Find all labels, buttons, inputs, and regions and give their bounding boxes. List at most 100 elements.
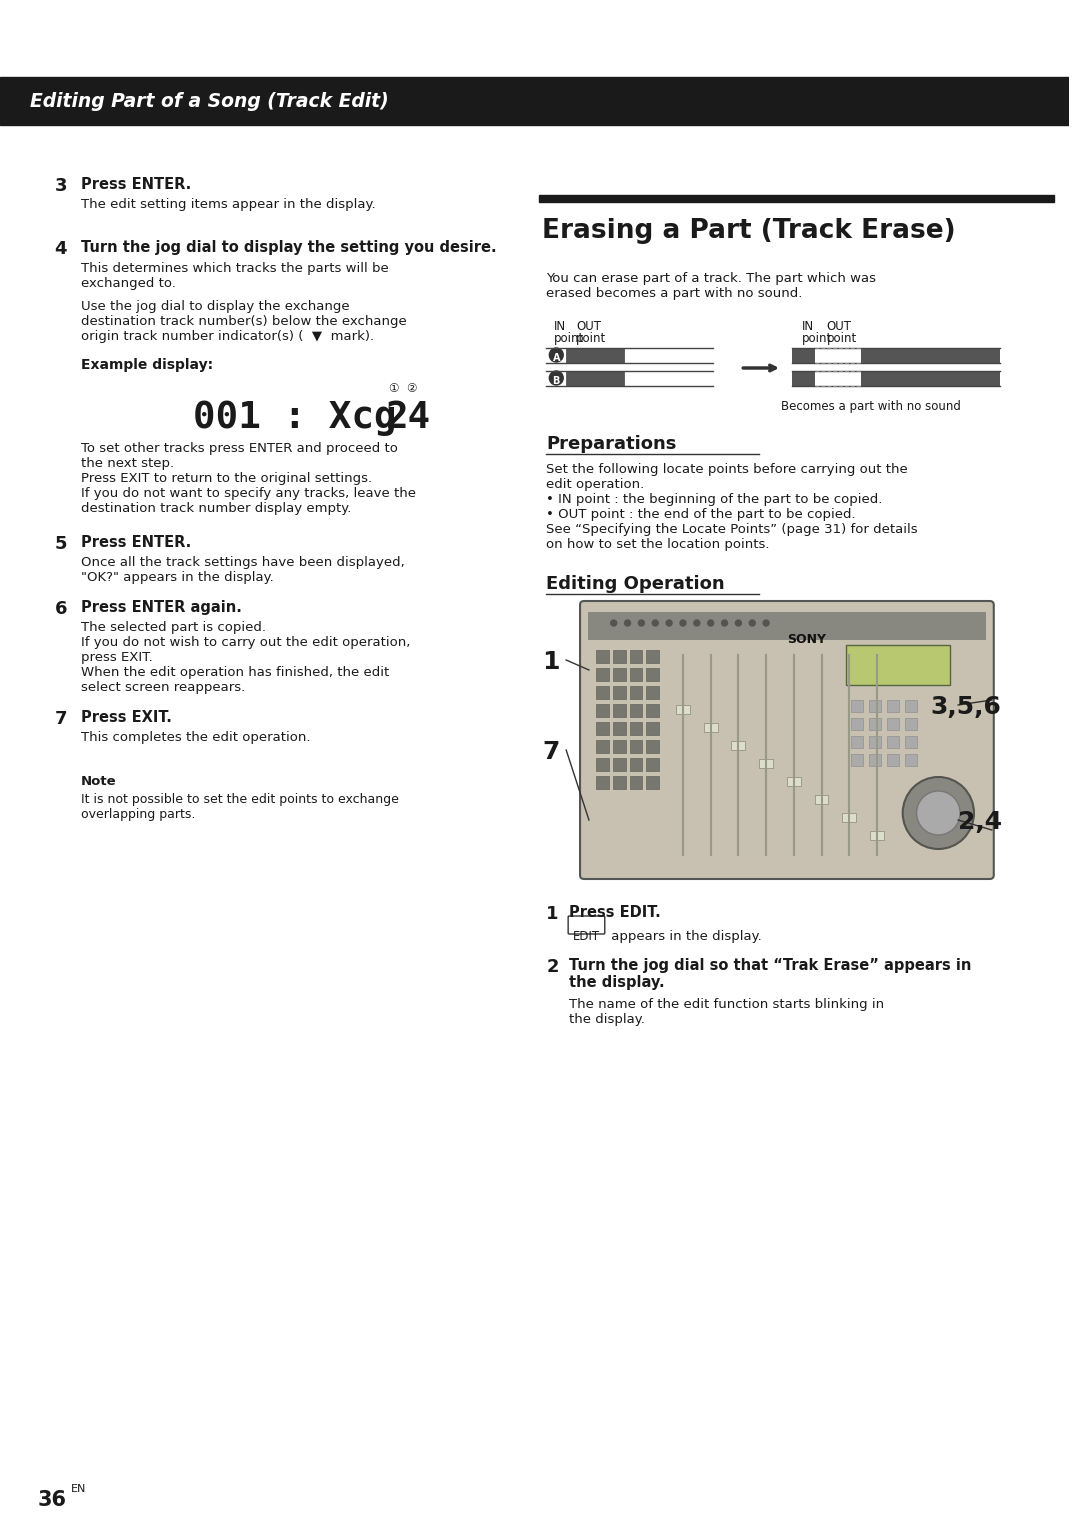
Bar [870,831,883,840]
Bar [646,668,659,681]
Text: SONY: SONY [787,633,826,646]
Text: Press ENTER.: Press ENTER. [81,535,191,550]
Bar [539,196,1054,202]
Bar [851,753,863,766]
Bar [612,776,625,788]
Circle shape [624,620,631,626]
Text: Preparations: Preparations [546,435,677,452]
Text: ②: ② [406,382,416,396]
Text: The selected part is copied.
If you do not wish to carry out the edit operation,: The selected part is copied. If you do n… [81,620,410,694]
Circle shape [610,620,617,626]
Bar [646,723,659,735]
Bar [646,686,659,698]
Text: 7: 7 [54,711,67,727]
Bar [792,371,814,387]
Bar [731,741,745,750]
Bar [630,723,643,735]
Text: Press ENTER again.: Press ENTER again. [81,601,242,614]
Bar [612,723,625,735]
Bar [596,704,609,717]
Text: point: point [576,332,606,345]
Bar [596,740,609,753]
Bar [630,740,643,753]
Text: Editing Part of a Song (Track Edit): Editing Part of a Song (Track Edit) [29,92,389,112]
Text: Becomes a part with no sound: Becomes a part with no sound [781,400,961,413]
Bar [588,613,986,640]
Bar [612,686,625,698]
Bar [646,776,659,788]
Bar [630,649,643,663]
Text: 24: 24 [386,400,431,435]
Bar [630,704,643,717]
Text: Turn the jog dial so that “Trak Erase” appears in
the display.: Turn the jog dial so that “Trak Erase” a… [569,958,972,990]
Bar [596,686,609,698]
Text: Example display:: Example display: [81,358,213,371]
Bar [630,758,643,772]
Bar [887,736,899,749]
Bar [596,776,609,788]
Text: It is not possible to set the edit points to exchange
overlapping parts.: It is not possible to set the edit point… [81,793,399,821]
Bar [596,649,609,663]
Circle shape [550,348,563,362]
Text: EDIT: EDIT [572,931,599,943]
Text: This completes the edit operation.: This completes the edit operation. [81,730,311,744]
Text: Use the jog dial to display the exchange
destination track number(s) below the e: Use the jog dial to display the exchange… [81,299,407,342]
FancyBboxPatch shape [568,915,605,934]
Bar [759,759,773,769]
Circle shape [652,620,658,626]
Bar [905,718,917,730]
Circle shape [707,620,714,626]
Text: point: point [554,332,584,345]
Bar [646,758,659,772]
Bar [612,704,625,717]
Bar [851,700,863,712]
Bar [612,649,625,663]
Bar [704,723,717,732]
Bar [612,668,625,681]
Bar [842,813,856,822]
Text: appears in the display.: appears in the display. [607,931,761,943]
Bar [869,753,881,766]
Text: 2: 2 [546,958,558,976]
Text: 1: 1 [542,649,559,674]
Text: OUT: OUT [826,319,851,333]
Text: You can erase part of a track. The part which was
erased becomes a part with no : You can erase part of a track. The part … [546,272,876,299]
Text: 36: 36 [38,1490,67,1510]
Text: A: A [553,353,561,364]
Bar [887,753,899,766]
Bar [612,758,625,772]
Text: Turn the jog dial to display the setting you desire.: Turn the jog dial to display the setting… [81,240,497,255]
Text: EN: EN [71,1484,86,1494]
Text: 5: 5 [54,535,67,553]
Bar [814,795,828,804]
Text: 7: 7 [542,740,559,764]
Text: point: point [801,332,832,345]
Circle shape [680,620,686,626]
Circle shape [764,620,769,626]
Text: 3: 3 [54,177,67,196]
Text: Editing Operation: Editing Operation [546,575,725,593]
Bar [861,348,1000,364]
Bar [792,348,814,364]
Text: Set the following locate points before carrying out the
edit operation.
• IN poi: Set the following locate points before c… [546,463,918,552]
Text: 2,4: 2,4 [958,810,1001,834]
Bar [847,645,950,685]
Bar [851,736,863,749]
Text: IN: IN [801,319,814,333]
Text: This determines which tracks the parts will be
exchanged to.: This determines which tracks the parts w… [81,261,389,290]
Text: 4: 4 [54,240,67,258]
Bar [646,649,659,663]
Bar [0,76,1069,125]
Bar [596,723,609,735]
Bar [887,700,899,712]
Text: Press EXIT.: Press EXIT. [81,711,172,724]
Bar [566,348,623,364]
Bar [630,686,643,698]
Bar [905,753,917,766]
Bar [905,700,917,712]
Text: ①: ① [388,382,399,396]
Circle shape [550,371,563,385]
Bar [646,740,659,753]
Bar [596,668,609,681]
Bar [630,668,643,681]
